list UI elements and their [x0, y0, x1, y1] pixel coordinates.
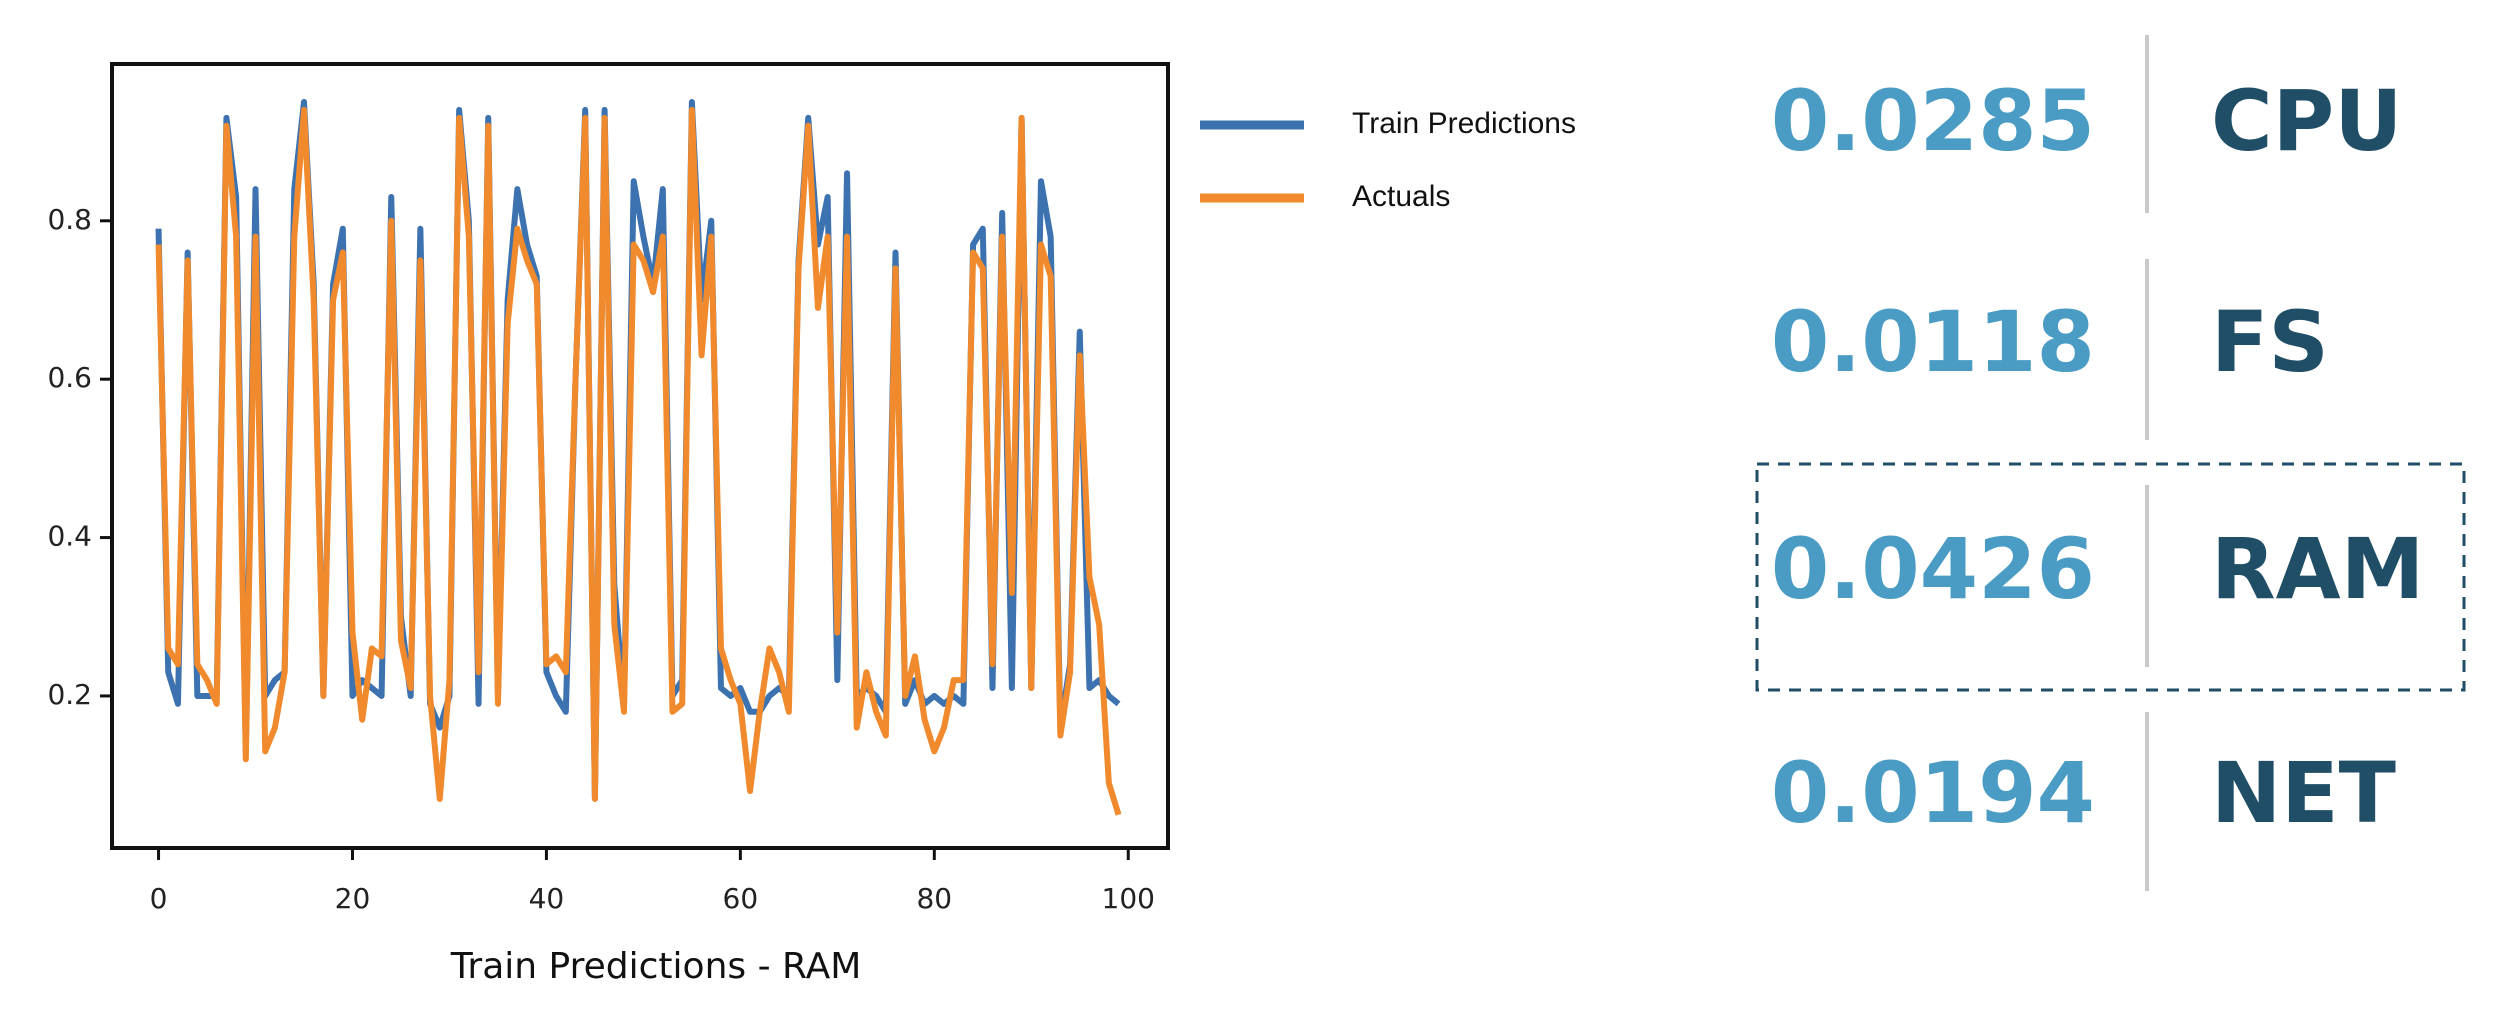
y-tick-label: 0.2: [47, 678, 92, 711]
x-tick-label: 60: [723, 882, 759, 915]
metric-value: 0.0194: [1771, 744, 2095, 842]
metric-label: NET: [2211, 744, 2396, 842]
metric-value: 0.0118: [1771, 293, 2095, 391]
legend-label: Train Predictions: [1352, 107, 1576, 140]
legend-label: Actuals: [1352, 180, 1450, 213]
metric-label: FS: [2211, 293, 2329, 391]
x-tick-label: 20: [335, 882, 371, 915]
y-tick-label: 0.6: [47, 361, 92, 394]
series-line: [155, 106, 1122, 816]
plot-frame: [110, 62, 1170, 850]
x-axis-label: Train Predictions - RAM: [450, 946, 862, 987]
series-line: [155, 99, 1121, 802]
highlight-box: [1755, 462, 2466, 692]
y-tick-label: 0.4: [47, 520, 92, 553]
metric-label: RAM: [2211, 520, 2424, 618]
x-tick-label: 100: [1102, 882, 1155, 915]
metric-value: 0.0426: [1771, 520, 2095, 618]
x-tick-label: 80: [916, 882, 952, 915]
metric-label: CPU: [2211, 72, 2402, 170]
metric-value: 0.0285: [1771, 72, 2095, 170]
x-tick-label: 0: [150, 882, 168, 915]
y-tick-label: 0.8: [47, 203, 92, 236]
x-tick-label: 40: [529, 882, 565, 915]
